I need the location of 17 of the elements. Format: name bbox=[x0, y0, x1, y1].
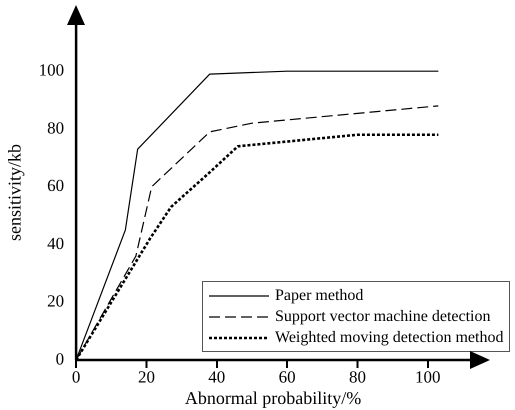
x-tick-label: 100 bbox=[415, 368, 441, 387]
x-tick-label: 0 bbox=[72, 368, 80, 387]
y-axis-title: sensitivity/kb bbox=[4, 144, 25, 242]
x-axis-title: Abnormal probability/% bbox=[184, 388, 362, 408]
y-tick-label: 0 bbox=[56, 349, 64, 368]
y-tick-label: 60 bbox=[47, 176, 64, 196]
y-tick-label: 20 bbox=[47, 292, 64, 311]
x-tick-label: 60 bbox=[278, 368, 296, 387]
y-tick-label: 40 bbox=[47, 234, 64, 253]
legend-label: Weighted moving detection method bbox=[275, 328, 504, 348]
y-tick-label: 80 bbox=[47, 118, 64, 138]
x-tick-label: 20 bbox=[138, 368, 155, 387]
legend-label: Paper method bbox=[275, 286, 364, 306]
y-tick-label: 100 bbox=[38, 60, 64, 80]
x-tick-label: 80 bbox=[348, 368, 366, 387]
legend-label: Support vector machine detection bbox=[275, 307, 490, 327]
x-tick-label: 40 bbox=[208, 368, 226, 387]
